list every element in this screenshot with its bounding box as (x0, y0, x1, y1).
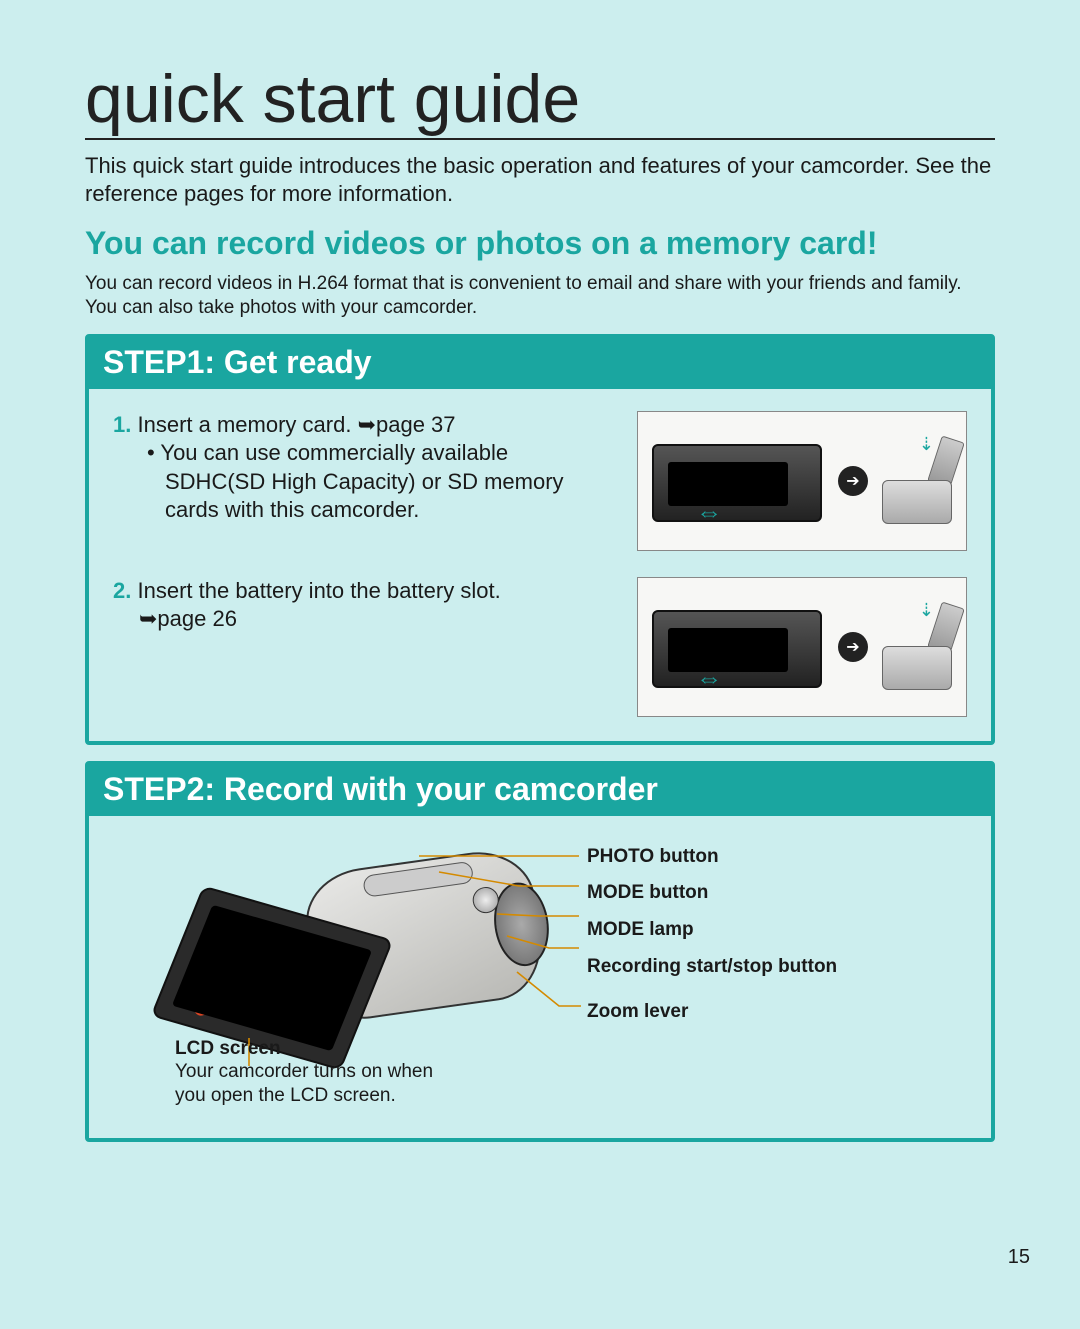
step1-num-2: 2. (113, 578, 131, 603)
page-number: 15 (1008, 1246, 1030, 1269)
step1-box: STEP1: Get ready 1. Insert a memory card… (85, 334, 995, 745)
slide-arrow-icon: ⇔ (696, 497, 722, 528)
next-arrow-icon (838, 466, 868, 496)
lcd-note-2: you open the LCD screen. (175, 1084, 433, 1108)
step1-sub-1: You can use commercially available SDHC(… (113, 439, 613, 525)
callout-zoom-lever: Zoom lever (587, 1001, 837, 1024)
step1-ref-2: ➥page 26 (113, 606, 237, 631)
slide-arrow-icon-2: ⇔ (696, 663, 722, 694)
step2-body: PHOTO button MODE button MODE lamp Recor… (89, 816, 991, 1138)
insert-arrow-icon: ⇣ (919, 434, 934, 455)
lcd-note-1: Your camcorder turns on when (175, 1060, 433, 1084)
insert-arrow-icon-2: ⇣ (919, 600, 934, 621)
step1-header: STEP1: Get ready (89, 338, 991, 389)
step1-text-1: Insert a memory card. (137, 412, 351, 437)
callout-mode-lamp: MODE lamp (587, 919, 837, 942)
step1-text-2: Insert the battery into the battery slot… (137, 578, 500, 603)
step1-ref-1: ➥page 37 (358, 412, 456, 437)
page-title: quick start guide (85, 60, 995, 140)
step2-header: STEP2: Record with your camcorder (89, 765, 991, 816)
callout-list: PHOTO button MODE button MODE lamp Recor… (587, 846, 837, 1038)
next-arrow-icon-2 (838, 632, 868, 662)
callout-record-button: Recording start/stop button (587, 956, 837, 979)
illus-memory-card: ⇔ ⇣ (637, 411, 967, 551)
section-desc: You can record videos in H.264 format th… (85, 272, 995, 320)
lcd-label-block: LCD screen Your camcorder turns on when … (175, 1038, 433, 1108)
section-heading: You can record videos or photos on a mem… (85, 225, 995, 262)
intro-text: This quick start guide introduces the ba… (85, 152, 995, 207)
step1-num-1: 1. (113, 412, 131, 437)
illus-battery: ⇔ ⇣ (637, 577, 967, 717)
callout-photo-button: PHOTO button (587, 846, 837, 869)
step1-item-1: 1. Insert a memory card. ➥page 37 You ca… (113, 411, 967, 551)
lcd-screen-label: LCD screen (175, 1038, 281, 1059)
callout-mode-button: MODE button (587, 882, 837, 905)
step1-item-2: 2. Insert the battery into the battery s… (113, 577, 967, 717)
step1-body: 1. Insert a memory card. ➥page 37 You ca… (89, 389, 991, 741)
step2-box: STEP2: Record with your camcorder PHOTO … (85, 761, 995, 1142)
